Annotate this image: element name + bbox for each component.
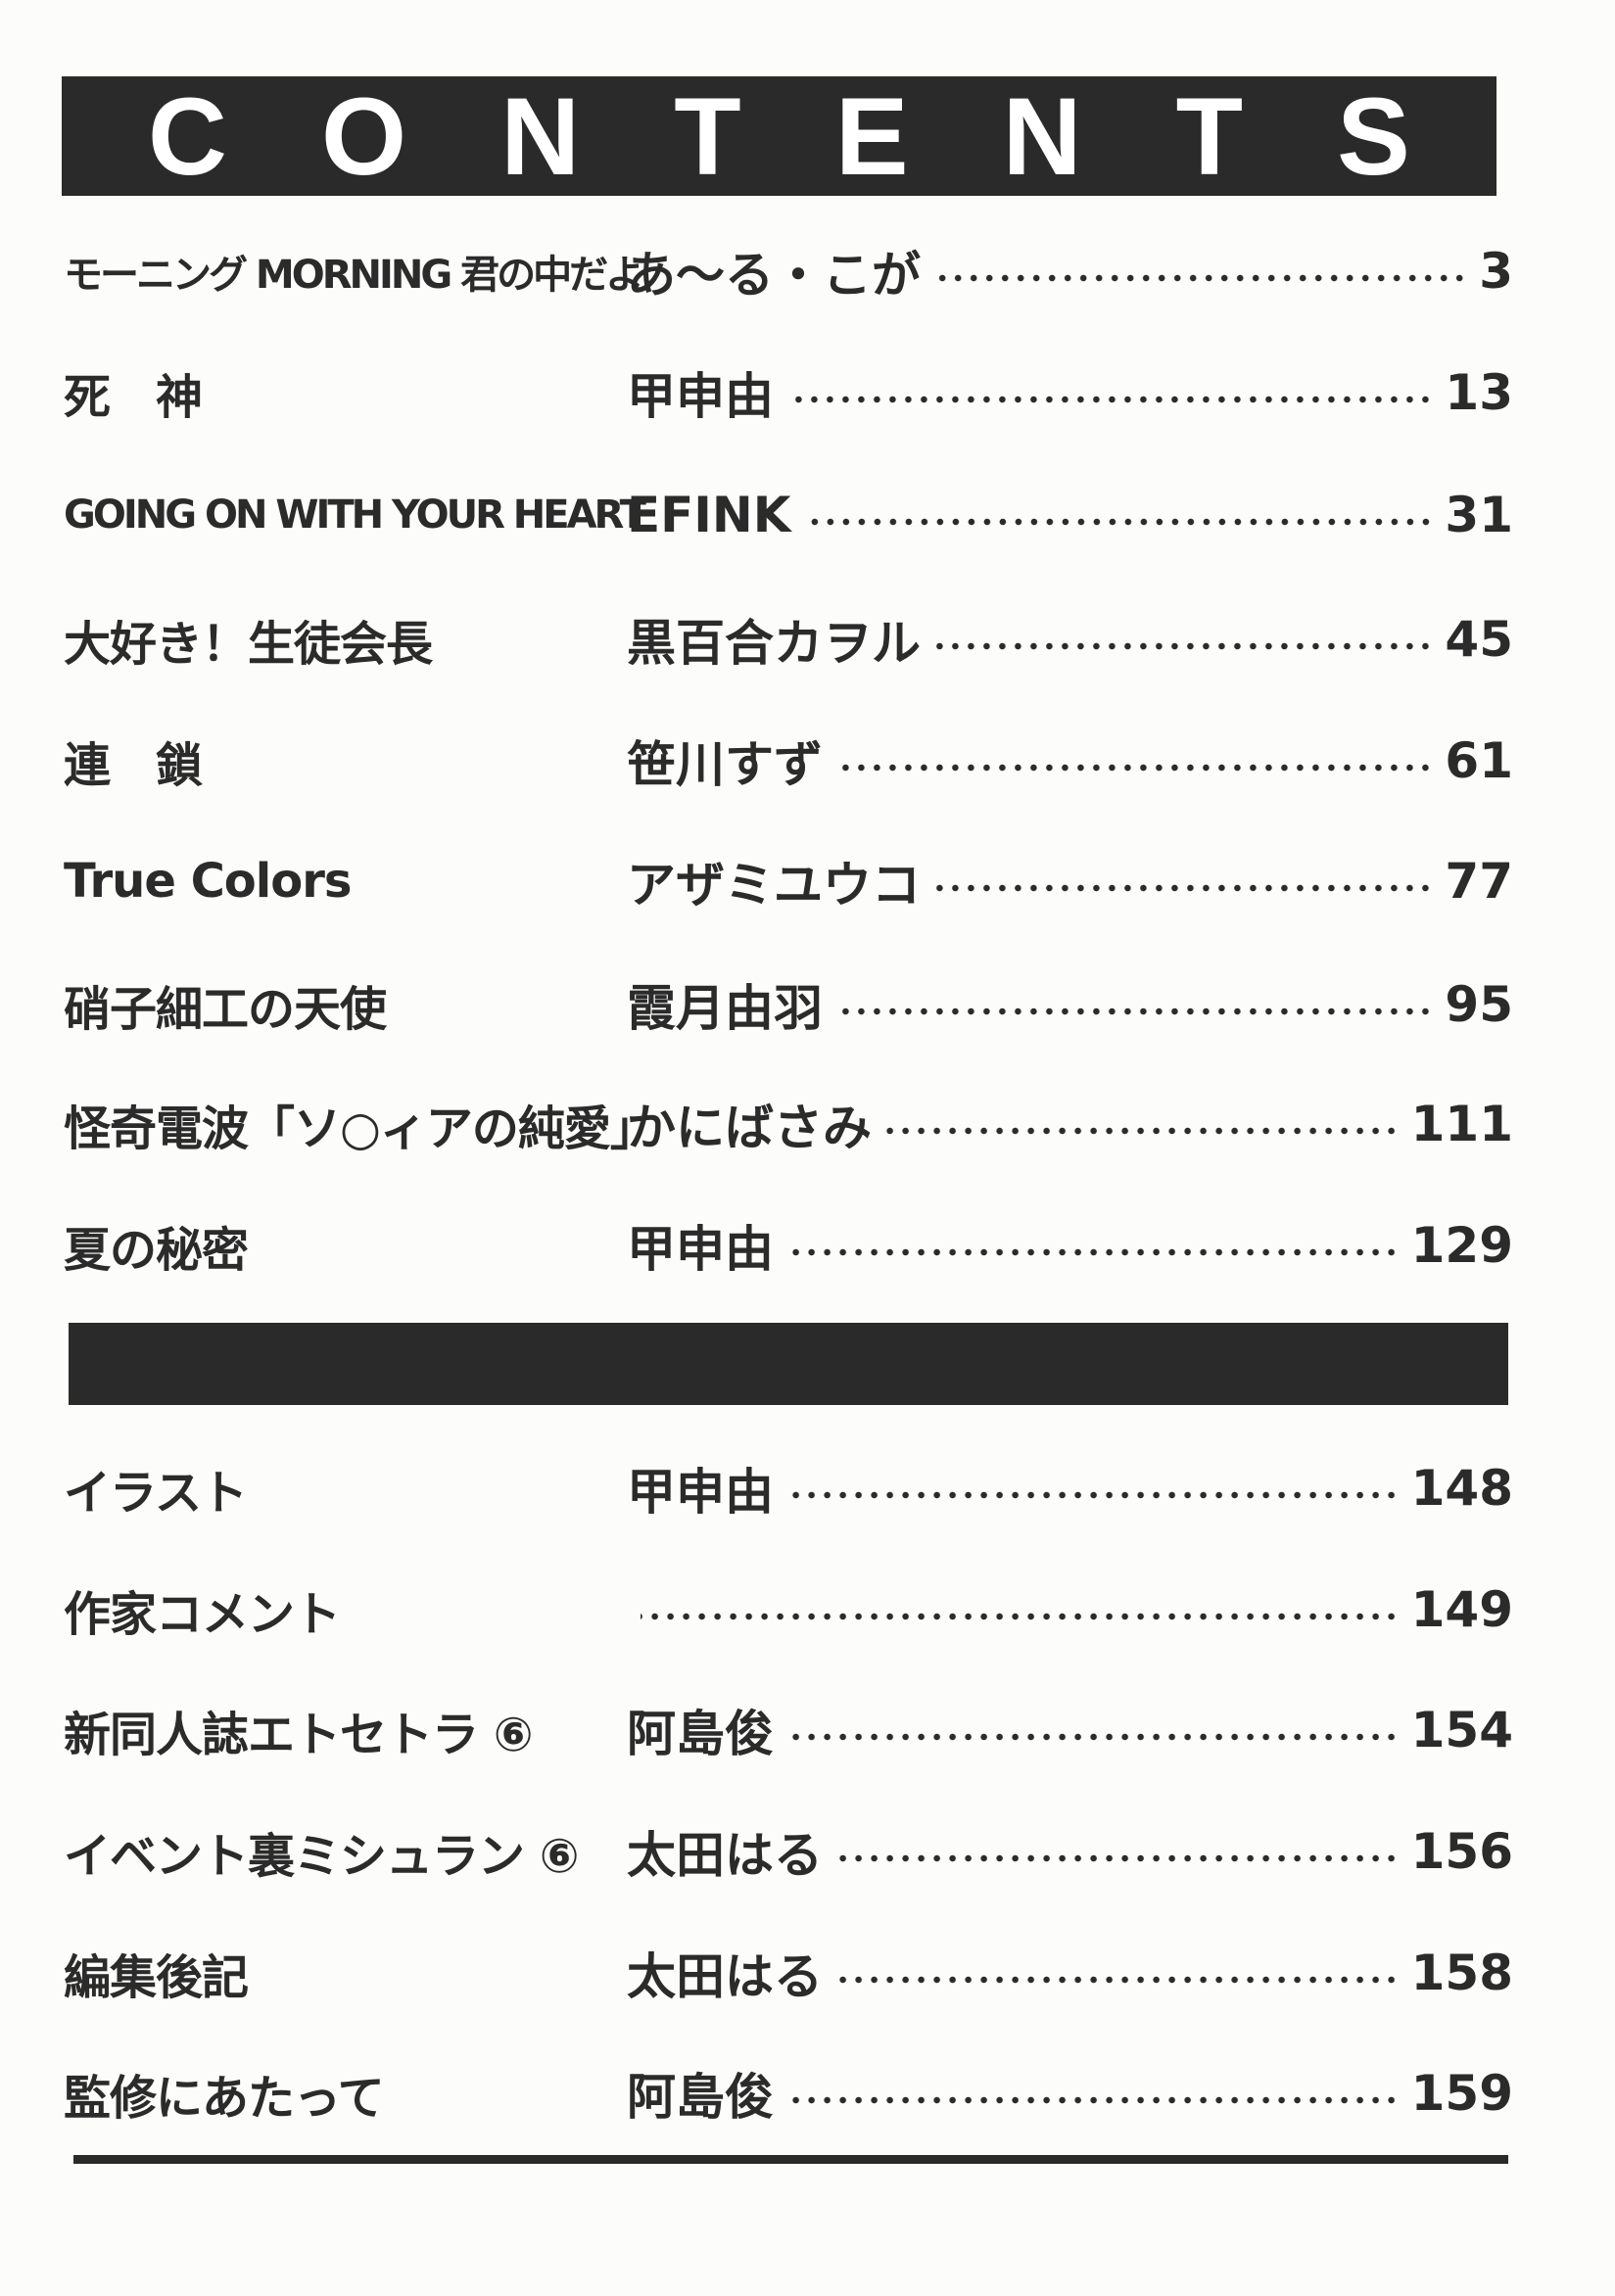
entry-author: 甲申由 [627, 1221, 774, 1278]
entry-title: True Colors [64, 854, 352, 909]
entry-author: 笹川すず [627, 736, 823, 793]
header-letter: O [321, 74, 407, 198]
dot-leader [934, 884, 1434, 892]
entry-page-number: 156 [1410, 1823, 1513, 1880]
entry-author: 阿島俊 [627, 1706, 774, 1762]
toc-entry: 監修にあたって 阿島俊 159 [64, 2059, 1513, 2128]
entry-page-number: 149 [1410, 1581, 1513, 1638]
entry-title: 夏の秘密 [64, 1223, 249, 1278]
toc-entry: モーニング MORNING 君の中だよ あ～る・こが 3 [64, 237, 1513, 305]
dot-leader [641, 1613, 1400, 1620]
entry-author: 太田はる [627, 1948, 823, 2005]
entry-author: あ～る・こが [627, 247, 921, 304]
dot-leader [934, 274, 1468, 282]
dot-leader [836, 1007, 1434, 1015]
dot-leader [934, 642, 1434, 650]
contents-header-bar: C O N T E N T S [62, 75, 1496, 198]
entry-author: 黒百合カヲル [627, 615, 921, 672]
toc-entry: イベント裏ミシュラン ⑥ 太田はる 156 [64, 1817, 1513, 1886]
entry-title: 連 鎖 [64, 738, 203, 793]
entry-title: 新同人誌エトセトラ ⑥ [64, 1708, 533, 1762]
entry-title: 大好き！生徒会長 [64, 617, 433, 672]
entry-title: 怪奇電波「ソ○ィアの純愛」 [64, 1101, 657, 1156]
header-letter: T [1175, 74, 1244, 198]
entry-page-number: 111 [1410, 1096, 1513, 1152]
entry-author: 甲申由 [627, 368, 774, 425]
header-letter: S [1337, 74, 1410, 198]
dot-leader [836, 1976, 1400, 1984]
entry-page-number: 77 [1445, 853, 1513, 910]
toc-entry: True Colors アザミユウコ 77 [64, 847, 1513, 915]
entry-page-number: 148 [1410, 1460, 1513, 1517]
entry-page-number: 95 [1445, 976, 1513, 1033]
entry-author: アザミユウコ [627, 857, 921, 914]
bottom-rule [73, 2155, 1508, 2164]
dot-leader [787, 1733, 1400, 1741]
entry-title: 死 神 [64, 370, 203, 425]
toc-entry: 編集後記 太田はる 158 [64, 1939, 1513, 2007]
header-letter: E [834, 74, 909, 198]
entry-author: 霞月由羽 [627, 980, 823, 1037]
toc-entry: 夏の秘密 甲申由 129 [64, 1211, 1513, 1280]
dot-leader [885, 1127, 1400, 1135]
dot-leader [787, 1248, 1400, 1256]
entry-author: 阿島俊 [627, 2069, 774, 2126]
entry-page-number: 154 [1410, 1702, 1513, 1758]
entry-page-number: 129 [1410, 1217, 1513, 1274]
header-letter: T [674, 74, 741, 198]
toc-entry: 新同人誌エトセトラ ⑥ 阿島俊 154 [64, 1696, 1513, 1764]
toc-entry: GOING ON WITH YOUR HEART EFINK 31 [64, 481, 1513, 549]
entry-page-number: 45 [1445, 611, 1513, 668]
toc-entry: 怪奇電波「ソ○ィアの純愛」 かにばさみ 111 [64, 1090, 1513, 1158]
dot-leader [804, 518, 1434, 526]
entry-title: 硝子細工の天使 [64, 982, 387, 1037]
header-letter: N [1002, 74, 1082, 198]
entry-page-number: 31 [1445, 487, 1513, 543]
entry-title: GOING ON WITH YOUR HEART [64, 492, 646, 538]
header-letter: N [500, 74, 581, 198]
entry-author: EFINK [627, 487, 791, 543]
dot-leader [836, 1854, 1400, 1862]
entry-author: 太田はる [627, 1827, 823, 1884]
toc-entry: 連 鎖 笹川すず 61 [64, 726, 1513, 795]
toc-entry: 死 神 甲申由 13 [64, 358, 1513, 427]
entry-page-number: 159 [1410, 2065, 1513, 2122]
dot-leader [836, 764, 1434, 772]
entry-title: 作家コメント [64, 1587, 341, 1642]
toc-entry: イラスト 甲申由 148 [64, 1454, 1513, 1523]
dot-leader [787, 396, 1434, 403]
entry-page-number: 158 [1410, 1945, 1513, 2001]
entry-page-number: 3 [1479, 243, 1513, 300]
entry-title: イラスト [64, 1466, 248, 1521]
entry-author: 甲申由 [627, 1464, 774, 1521]
header-letter: C [148, 74, 227, 198]
toc-entry: 硝子細工の天使 霞月由羽 95 [64, 970, 1513, 1039]
dot-leader [787, 2096, 1400, 2104]
entry-title: 編集後記 [64, 1950, 249, 2005]
entry-title: 監修にあたって [64, 2071, 385, 2126]
entry-page-number: 61 [1445, 732, 1513, 789]
entry-author: かにばさみ [627, 1100, 872, 1156]
section-divider-bar [69, 1323, 1508, 1405]
toc-entry: 大好き！生徒会長 黒百合カヲル 45 [64, 605, 1513, 674]
toc-entry: 作家コメント 149 [64, 1575, 1513, 1644]
entry-title: モーニング MORNING 君の中だよ [64, 253, 644, 298]
entry-page-number: 13 [1445, 364, 1513, 421]
dot-leader [787, 1491, 1400, 1499]
entry-title: イベント裏ミシュラン ⑥ [64, 1829, 579, 1884]
